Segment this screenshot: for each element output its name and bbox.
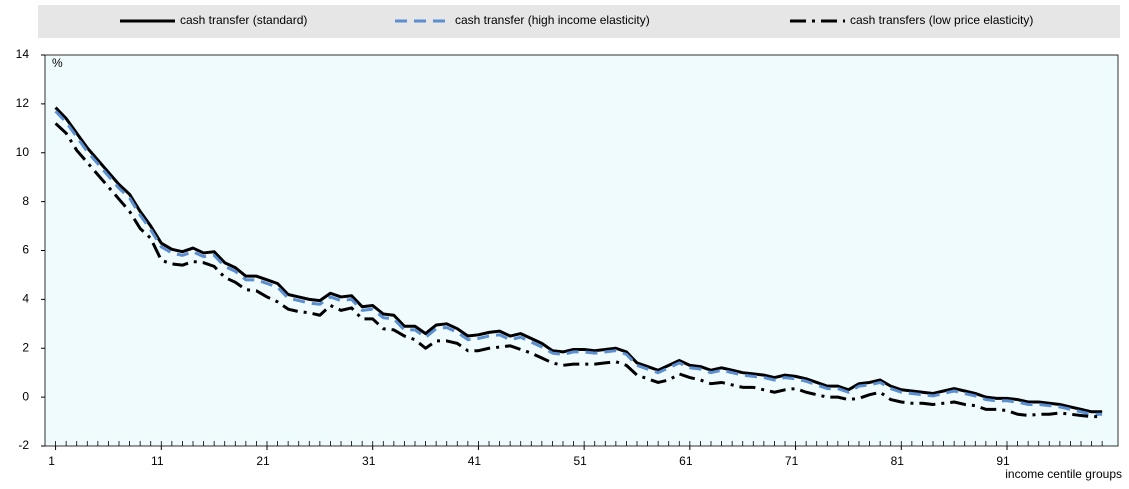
x-tick-label: 61 xyxy=(679,454,693,468)
x-tick-label: 11 xyxy=(151,454,164,468)
x-tick-label: 71 xyxy=(785,454,799,468)
x-tick-label: 1 xyxy=(48,454,55,468)
series-line xyxy=(54,122,1103,419)
y-tick-label: 2 xyxy=(22,340,29,354)
series-line xyxy=(54,106,1103,414)
y-tick-label: -2 xyxy=(18,438,29,452)
x-tick-label: 81 xyxy=(891,454,905,468)
y-tick-label: 10 xyxy=(16,145,30,159)
y-axis-unit: % xyxy=(52,56,63,70)
x-axis-label: income centile groups xyxy=(1005,467,1122,481)
legend-label: cash transfers (low price elasticity) xyxy=(850,13,1033,27)
y-tick-label: 0 xyxy=(22,389,29,403)
legend-label: cash transfer (high income elasticity) xyxy=(455,13,650,27)
x-tick-label: 91 xyxy=(996,454,1010,468)
y-tick-label: 4 xyxy=(22,292,29,306)
y-tick-label: 14 xyxy=(16,47,30,61)
legend-background xyxy=(38,5,1120,38)
y-tick-label: 8 xyxy=(22,194,29,208)
x-tick-label: 51 xyxy=(573,454,587,468)
x-tick-label: 31 xyxy=(362,454,376,468)
legend-label: cash transfer (standard) xyxy=(180,13,307,27)
series-line xyxy=(54,110,1103,416)
plot-area xyxy=(44,54,1119,447)
x-tick-label: 21 xyxy=(256,454,270,468)
x-tick-label: 41 xyxy=(468,454,482,468)
y-tick-label: 12 xyxy=(16,96,30,110)
y-tick-label: 6 xyxy=(22,243,29,257)
